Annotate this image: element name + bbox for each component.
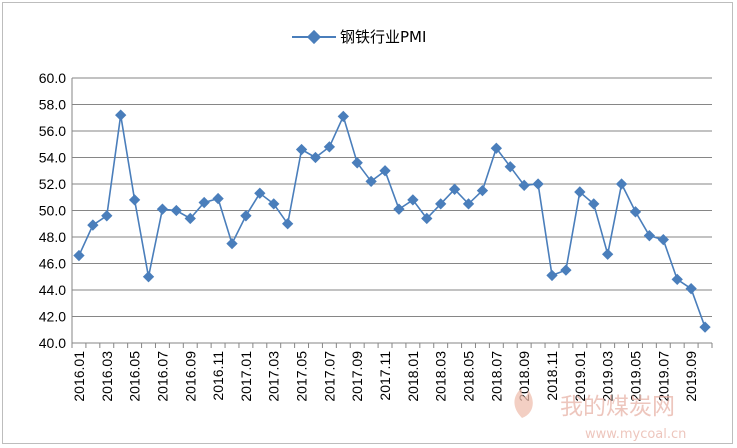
data-point xyxy=(407,194,419,206)
data-point xyxy=(87,219,99,231)
x-tick-label: 2019.01 xyxy=(572,351,588,402)
x-tick-label: 2018.01 xyxy=(405,351,421,402)
legend-label: 钢铁行业PMI xyxy=(340,28,426,46)
chart-frame xyxy=(2,2,733,444)
series-markers xyxy=(73,109,711,333)
data-point xyxy=(393,203,405,215)
data-point xyxy=(615,178,628,190)
data-point xyxy=(601,248,614,260)
data-point xyxy=(699,321,711,333)
data-point xyxy=(351,157,363,169)
data-point xyxy=(588,198,600,210)
x-tick-label: 2019.05 xyxy=(627,351,643,402)
flame-logo-icon xyxy=(514,388,533,418)
x-tick-label: 2018.03 xyxy=(433,351,449,402)
data-point xyxy=(435,198,447,210)
y-tick-label: 60.0 xyxy=(39,70,66,86)
x-tick-label: 2018.09 xyxy=(516,351,532,402)
x-tick-label: 2016.11 xyxy=(210,351,226,401)
data-point xyxy=(281,218,294,230)
x-tick-label: 2016.09 xyxy=(182,351,198,402)
x-tick-label: 2019.03 xyxy=(600,351,616,402)
data-point xyxy=(657,233,669,246)
legend-marker-icon xyxy=(306,29,322,45)
x-axis-tick-labels: 2016.01 2016.03 2016.05 2016.07 2016.09 2016.… xyxy=(71,351,699,402)
x-tick-label: 2016.05 xyxy=(127,351,143,402)
x-tick-label: 2018.07 xyxy=(488,351,504,402)
data-point xyxy=(101,210,113,222)
y-tick-label: 56.0 xyxy=(39,123,66,139)
data-point xyxy=(142,271,155,283)
y-tick-label: 52.0 xyxy=(39,176,66,192)
legend: 钢铁行业PMI xyxy=(292,28,426,46)
watermark-url: www.mycoal.cn xyxy=(585,427,686,442)
data-point xyxy=(254,187,266,199)
data-point xyxy=(198,196,210,209)
series-line xyxy=(78,114,706,328)
data-point xyxy=(128,194,141,206)
y-tick-label: 40.0 xyxy=(39,335,66,351)
axes xyxy=(71,78,713,348)
x-tick-label: 2016.07 xyxy=(154,351,170,402)
data-point xyxy=(448,183,461,195)
data-point xyxy=(671,273,683,286)
x-tick-label: 2017.07 xyxy=(321,351,337,402)
y-tick-label: 48.0 xyxy=(39,229,66,245)
data-point xyxy=(156,203,169,215)
data-point xyxy=(73,249,85,262)
data-point xyxy=(323,141,336,153)
data-point xyxy=(309,151,322,164)
x-tick-label: 2019.09 xyxy=(683,351,699,402)
data-point xyxy=(518,179,530,191)
data-point xyxy=(295,143,308,156)
y-tick-label: 44.0 xyxy=(39,282,66,298)
y-tick-label: 42.0 xyxy=(39,309,66,325)
data-point xyxy=(560,264,572,276)
series-line-group xyxy=(78,114,706,328)
x-tick-label: 2016.03 xyxy=(99,351,115,402)
data-point xyxy=(212,192,224,205)
x-tick-label: 2016.01 xyxy=(71,351,87,402)
data-point xyxy=(476,184,489,197)
y-tick-label: 54.0 xyxy=(39,150,66,166)
y-tick-label: 58.0 xyxy=(39,97,66,113)
x-tick-label: 2017.05 xyxy=(294,351,310,402)
data-point xyxy=(115,109,127,121)
gridlines xyxy=(72,77,712,317)
data-point xyxy=(365,175,377,188)
watermark: 我的煤炭网 www.mycoal.cn xyxy=(514,388,686,442)
data-point xyxy=(379,165,391,177)
data-point xyxy=(268,198,280,210)
data-point xyxy=(184,212,196,225)
data-point xyxy=(504,161,516,173)
y-tick-label: 50.0 xyxy=(39,203,66,219)
y-tick-label: 46.0 xyxy=(39,256,66,272)
x-tick-label: 2017.03 xyxy=(266,351,282,402)
data-point xyxy=(240,210,252,222)
data-point xyxy=(574,186,586,198)
data-point xyxy=(226,237,238,250)
x-tick-label: 2019.07 xyxy=(655,351,671,402)
data-point xyxy=(337,110,349,123)
data-point xyxy=(462,198,475,210)
data-point xyxy=(490,142,503,154)
x-tick-label: 2018.05 xyxy=(461,351,477,402)
data-point xyxy=(685,283,697,295)
watermark-text: 我的煤炭网 xyxy=(560,394,675,420)
data-point xyxy=(532,178,544,190)
data-point xyxy=(170,204,183,217)
data-point xyxy=(643,230,656,242)
data-point xyxy=(421,212,433,225)
data-point xyxy=(546,269,558,282)
x-tick-label: 2018.11 xyxy=(544,351,560,401)
x-tick-label: 2017.09 xyxy=(349,351,365,402)
x-tick-label: 2017.01 xyxy=(238,351,254,402)
data-point xyxy=(629,206,642,218)
x-tick-label: 2017.11 xyxy=(377,351,393,401)
y-axis-tick-labels: 40.0 42.0 44.0 46.0 48.0 50.0 52.0 54.0 56.0 58.0… xyxy=(39,70,66,351)
